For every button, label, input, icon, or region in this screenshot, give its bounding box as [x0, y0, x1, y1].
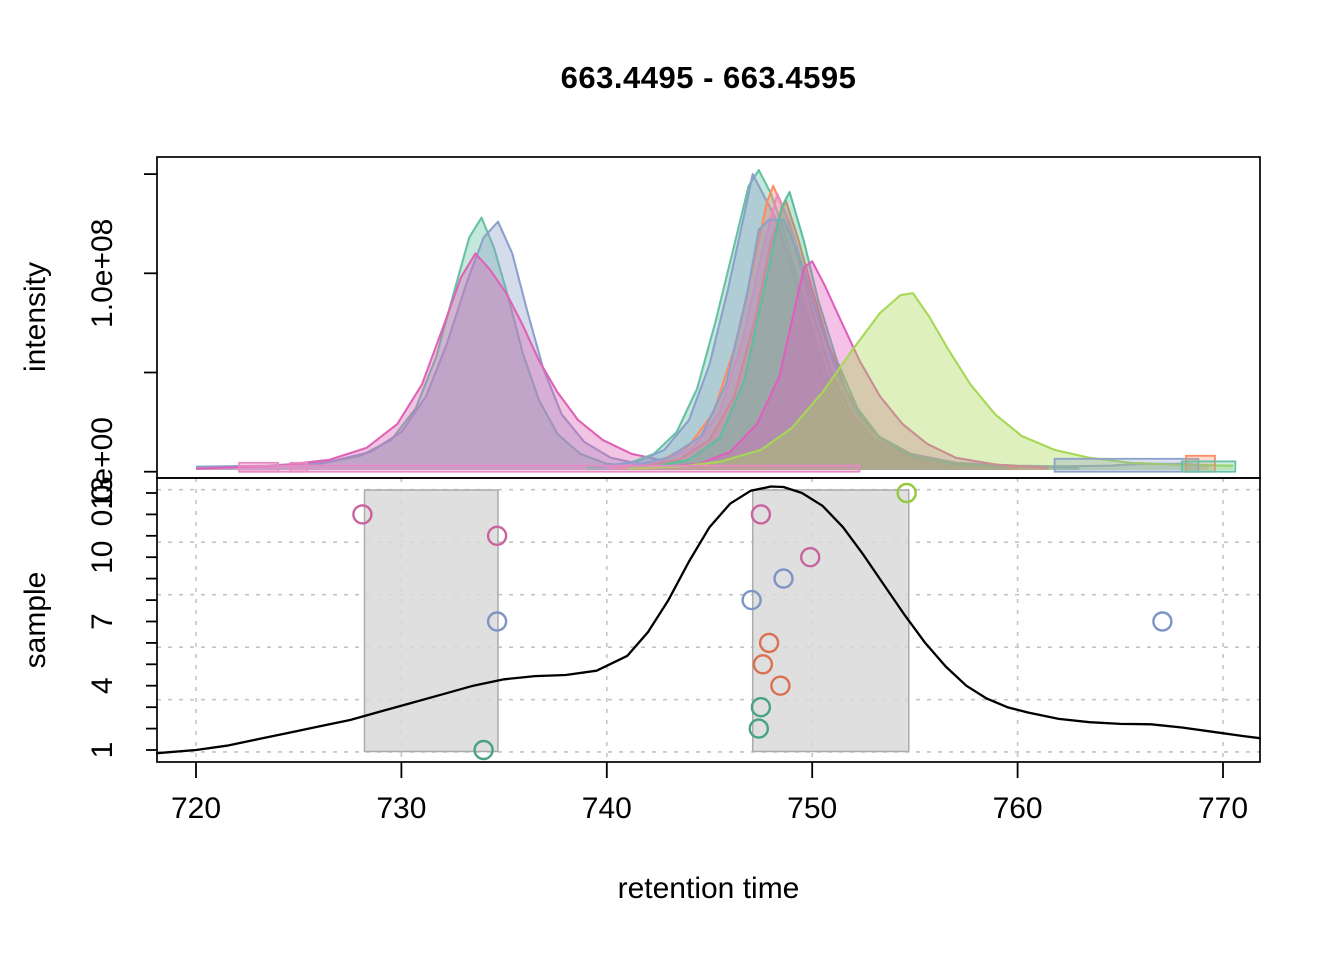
chromatogram-fill — [196, 217, 679, 470]
x-tick-label: 740 — [582, 792, 632, 825]
sample-point — [896, 482, 917, 504]
chrom-peak-box — [1181, 460, 1237, 473]
intensity-axis: 0.0e+00 1.0e+08 — [86, 173, 157, 526]
sample-tick-label: 4 — [86, 677, 119, 694]
sample-tick-label: 13 — [86, 476, 119, 509]
sample-point — [773, 568, 794, 589]
sample-tick-label: 7 — [86, 613, 119, 630]
sample-point — [800, 547, 821, 568]
x-tick-label: 730 — [376, 792, 426, 825]
chromatogram-line — [586, 169, 1080, 469]
x-axis: 720 730 740 750 760 770 — [171, 762, 1248, 825]
chromatogram-fill — [196, 221, 741, 470]
chrom-peak-box — [289, 461, 308, 473]
chromatogram-line — [195, 252, 772, 470]
chrom-peak-box — [238, 461, 280, 473]
sample-tick-label: 1 — [86, 742, 119, 759]
chromatogram-fill — [606, 193, 1008, 470]
x-tick-label: 720 — [171, 792, 221, 825]
chromatogram-line — [195, 216, 679, 469]
sample-point — [752, 654, 774, 675]
sample-point — [750, 504, 772, 525]
feature-rt-region — [363, 489, 499, 753]
sample-panel-box — [156, 477, 1261, 763]
chromatogram-line — [195, 220, 741, 469]
sample-point — [770, 675, 791, 696]
chromatogram-fill — [647, 261, 1049, 470]
sample-axis: 1 4 7 10 13 — [86, 476, 157, 758]
density-curve — [155, 485, 1262, 755]
chromatogram-fill — [196, 253, 772, 470]
x-axis-title: retention time — [617, 872, 800, 905]
intensity-tick-label: 0.0e+00 — [86, 417, 119, 526]
chromatogram-series — [195, 169, 1237, 473]
x-tick-label: 760 — [993, 792, 1043, 825]
sample-point — [1152, 611, 1173, 632]
chromatogram-fill — [627, 293, 1234, 470]
chromatogram-fill — [627, 219, 1080, 470]
chromatogram-line — [647, 260, 1049, 470]
chrom-peak-box — [238, 464, 861, 473]
chromatogram-fill — [637, 199, 1018, 470]
sample-point — [486, 611, 508, 632]
sample-point — [741, 589, 762, 611]
chromatogram-fill — [596, 174, 1209, 470]
chrom-peak-box — [1053, 457, 1200, 473]
sample-tick-label: 10 — [86, 541, 119, 574]
sample-point — [758, 632, 780, 654]
sample-point — [352, 504, 373, 525]
feature-rt-region — [751, 489, 910, 753]
intensity-tick-label: 1.0e+08 — [86, 219, 119, 328]
chromatogram-line — [627, 218, 1080, 468]
sample-point — [473, 739, 494, 761]
chromatogram-line — [627, 292, 1234, 470]
sample-point — [750, 697, 772, 718]
sample-panel-grid — [157, 478, 1260, 762]
sample-point — [486, 525, 508, 546]
chromatogram-fill — [586, 170, 1080, 470]
chromatogram-line — [647, 190, 1008, 469]
plot-title: 663.4495 - 663.4595 — [560, 60, 857, 95]
x-tick-label: 770 — [1198, 792, 1248, 825]
sample-point — [748, 718, 769, 739]
x-tick-label: 750 — [787, 792, 837, 825]
